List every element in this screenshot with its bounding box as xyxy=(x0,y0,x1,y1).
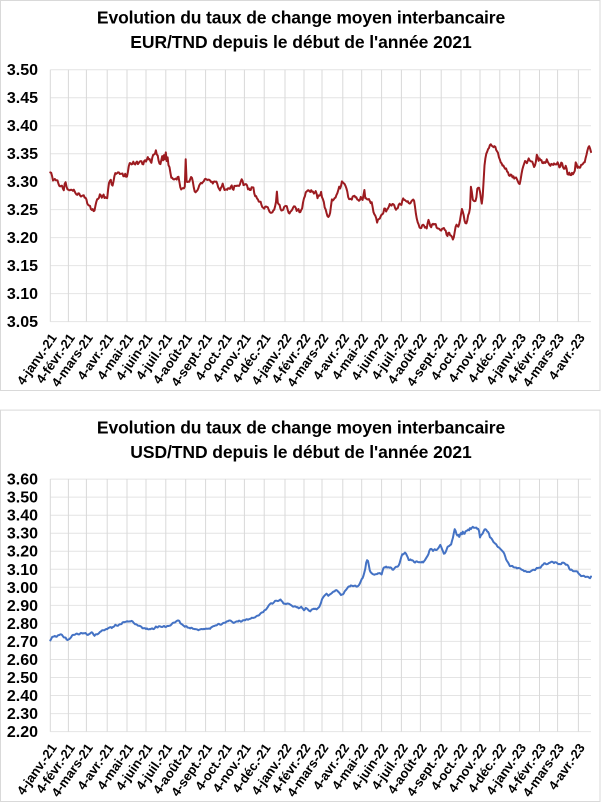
svg-text:3.40: 3.40 xyxy=(7,508,38,525)
svg-text:3.20: 3.20 xyxy=(7,230,38,247)
svg-text:3.30: 3.30 xyxy=(7,526,38,543)
svg-text:2.50: 2.50 xyxy=(7,670,38,687)
svg-text:3.50: 3.50 xyxy=(7,490,38,507)
svg-text:3.60: 3.60 xyxy=(7,472,38,489)
svg-text:3.05: 3.05 xyxy=(7,314,38,331)
svg-text:USD/TND depuis le début de l'a: USD/TND depuis le début de l'année 2021 xyxy=(130,442,472,462)
svg-text:3.35: 3.35 xyxy=(7,146,38,163)
svg-text:3.50: 3.50 xyxy=(7,62,38,79)
svg-text:2.90: 2.90 xyxy=(7,598,38,615)
svg-text:3.00: 3.00 xyxy=(7,580,38,597)
svg-text:2.80: 2.80 xyxy=(7,616,38,633)
svg-text:3.25: 3.25 xyxy=(7,202,38,219)
svg-text:2.20: 2.20 xyxy=(7,724,38,741)
svg-text:3.20: 3.20 xyxy=(7,544,38,561)
svg-text:3.10: 3.10 xyxy=(7,286,38,303)
svg-text:2.30: 2.30 xyxy=(7,706,38,723)
svg-text:3.30: 3.30 xyxy=(7,174,38,191)
svg-text:2.40: 2.40 xyxy=(7,688,38,705)
svg-text:3.15: 3.15 xyxy=(7,258,38,275)
svg-text:3.40: 3.40 xyxy=(7,118,38,135)
svg-text:Evolution du taux de change mo: Evolution du taux de change moyen interb… xyxy=(97,417,506,437)
svg-text:2.70: 2.70 xyxy=(7,634,38,651)
svg-text:3.10: 3.10 xyxy=(7,562,38,579)
svg-text:EUR/TND depuis le début de l'a: EUR/TND depuis le début de l'année 2021 xyxy=(130,32,472,52)
svg-text:Evolution du taux de change mo: Evolution du taux de change moyen interb… xyxy=(97,8,506,28)
svg-text:2.60: 2.60 xyxy=(7,652,38,669)
svg-text:3.45: 3.45 xyxy=(7,90,38,107)
